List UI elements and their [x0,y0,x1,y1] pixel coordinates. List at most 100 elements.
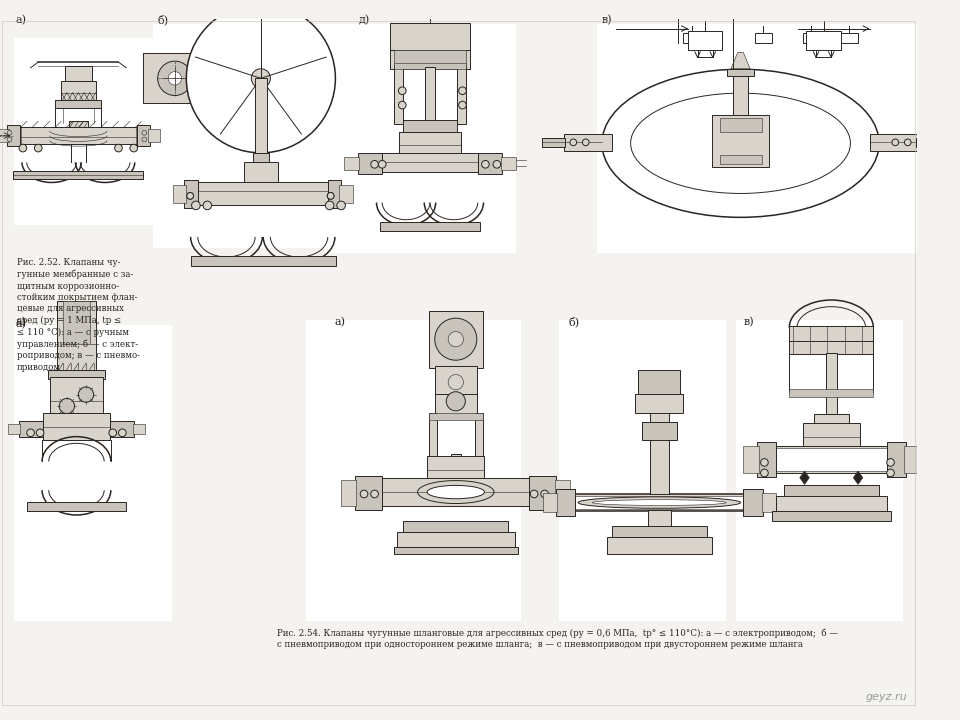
Text: б): б) [157,14,169,24]
Text: а): а) [334,317,346,327]
Circle shape [327,192,334,199]
Bar [638,370,681,394]
Bar [132,424,145,433]
Circle shape [448,331,464,347]
Bar [575,496,743,509]
Circle shape [187,192,194,199]
Bar [173,185,186,202]
Text: а): а) [15,14,26,24]
Circle shape [378,161,386,168]
Bar [324,24,516,253]
Bar [743,489,762,516]
Bar [429,413,483,420]
Bar [14,38,162,225]
Bar [475,413,483,459]
Bar [7,125,20,146]
Bar [735,320,903,621]
Bar [607,537,712,554]
Bar [396,532,515,549]
Bar [394,546,517,554]
Bar [63,301,90,344]
Ellipse shape [602,69,879,217]
Bar [727,69,754,76]
Bar [394,50,467,69]
Bar [425,67,435,167]
Bar [761,493,776,512]
Circle shape [192,201,201,210]
Bar [573,494,745,511]
Circle shape [19,144,27,152]
Bar [427,456,485,480]
Bar [69,81,88,89]
Circle shape [371,490,378,498]
Bar [8,424,20,433]
Circle shape [36,429,44,436]
Circle shape [142,137,147,142]
Circle shape [168,71,181,85]
Circle shape [186,4,335,153]
Bar [555,480,570,506]
Bar [394,63,467,69]
Circle shape [252,69,271,88]
Bar [451,454,461,506]
Bar [358,153,382,174]
Bar [148,129,159,143]
Bar [403,120,457,134]
Bar [13,171,143,179]
Bar [755,33,772,43]
Bar [143,53,205,103]
Polygon shape [853,471,863,485]
Circle shape [446,392,466,411]
Bar [814,414,849,427]
Bar [191,256,336,266]
Bar [327,179,341,208]
Bar [719,155,761,164]
Circle shape [583,139,589,145]
Bar [501,157,516,170]
Circle shape [108,429,116,436]
Circle shape [448,374,464,390]
Circle shape [337,201,346,210]
Text: б): б) [568,316,580,327]
Circle shape [7,130,12,135]
Bar [255,78,267,155]
Bar [772,511,891,521]
Bar [904,446,920,473]
Bar [478,153,502,174]
Bar [153,24,353,248]
Bar [69,121,88,129]
Bar [56,100,102,108]
Circle shape [540,490,548,498]
Bar [841,33,858,43]
Bar [774,446,889,473]
Text: с пневмоприводом при одностороннем режиме шланга;  в — с пневмоприводом при двус: с пневмоприводом при одностороннем режим… [277,640,804,649]
Bar [16,127,140,144]
Bar [756,442,776,477]
Bar [783,485,879,497]
Bar [636,394,684,413]
Bar [887,442,906,477]
Bar [403,521,509,535]
Bar [390,23,470,69]
Circle shape [157,61,192,96]
Bar [743,446,758,473]
Text: в): в) [602,14,612,24]
Bar [184,179,198,208]
Bar [435,366,477,415]
Circle shape [760,459,768,467]
Bar [339,185,352,202]
Bar [712,114,769,167]
Bar [806,30,841,50]
Circle shape [118,429,126,436]
Text: Рис. 2.54. Клапаны чугунные шланговые для агрессивных сред (ру = 0,6 МПа,  tр° ≤: Рис. 2.54. Клапаны чугунные шланговые дл… [277,629,838,638]
Bar [870,134,918,151]
Bar [14,325,172,621]
Bar [776,496,887,513]
Circle shape [482,161,490,168]
Bar [344,157,359,170]
Bar [136,125,150,146]
Bar [612,526,708,540]
Circle shape [371,161,378,168]
Circle shape [204,201,211,210]
Circle shape [493,161,501,168]
